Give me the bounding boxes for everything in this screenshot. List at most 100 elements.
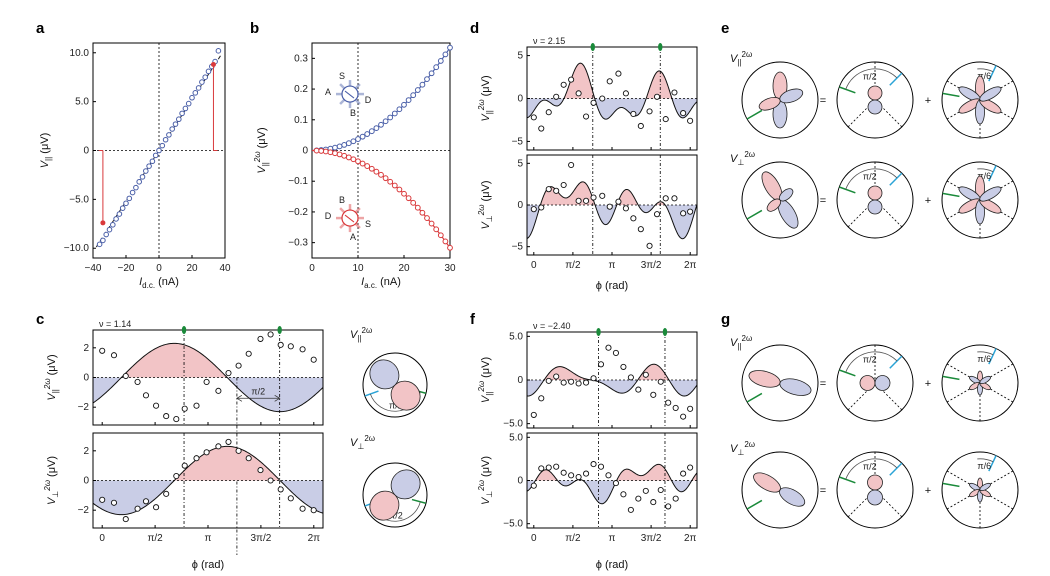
panel-c-top-point	[163, 413, 170, 420]
panel-f-letter: f	[470, 311, 476, 328]
panel-f-bot-point	[568, 472, 575, 479]
panel-f-top-chart: −5.0 0 5.0 ν = −2.40 V||2ω (μV)	[477, 321, 698, 430]
panel-d-top-point	[646, 108, 653, 115]
panel-f-top-point	[568, 378, 575, 385]
panel-f-bot-fit-curve	[527, 463, 697, 505]
panel-d-bot-point	[687, 208, 694, 215]
panel-e-perp-label: V⊥2ω	[730, 150, 755, 167]
panel-a-point	[106, 226, 113, 233]
panel-f-bot-point	[530, 482, 537, 489]
panel-c-top-ytick-label: 2	[83, 343, 89, 354]
panel-d-bot-point	[622, 205, 629, 212]
panel-b-point-red	[401, 190, 407, 197]
panel-b-point-red	[318, 148, 325, 154]
panel-f-top-point	[672, 404, 679, 411]
panel-a-point	[146, 163, 152, 169]
panel-f-bot-point	[642, 487, 649, 494]
panel-b-inset-top-label: A	[325, 87, 331, 97]
panel-g-perp-plus: +	[925, 485, 931, 497]
panel-g-par-sixfold-cyan-line	[988, 348, 997, 365]
panel-c-bot-point	[235, 447, 242, 454]
panel-b-point-red	[345, 154, 352, 161]
polar-diagrams-layer: π/2 π/2 V||2ω V⊥2ω = π/2 + π/6 V||2ω = π/2 + π/6 V⊥2ω…	[350, 50, 1019, 529]
panel-b-point-blue	[447, 44, 453, 51]
panel-b-point-red	[414, 204, 421, 211]
panel-b-point-red	[336, 151, 343, 158]
panel-e-perp-main-green-line	[746, 209, 763, 220]
panel-c-bot-point	[267, 477, 274, 484]
panel-f-bot-point	[650, 499, 657, 506]
panel-a-red-point	[100, 220, 106, 226]
panel-f-bot-point	[680, 470, 687, 477]
panel-b-ytick-label: 0.3	[294, 53, 308, 64]
panel-a-point	[189, 94, 195, 101]
panel-d-bot-point	[599, 192, 606, 199]
panel-b-inset-bottom-contact	[354, 207, 361, 214]
panel-b-ytick-label: −0.1	[288, 176, 308, 187]
panel-c-polar-bot: π/2	[362, 462, 428, 528]
panel-c-top-fit-curve	[93, 342, 323, 413]
panel-c-bot-point	[215, 443, 222, 450]
panel-a-point	[113, 216, 119, 222]
panel-d-top-fit-curve	[527, 62, 697, 120]
panel-d-top-point	[553, 93, 560, 100]
panel-c-bot-point	[310, 507, 317, 514]
panel-b-point-blue	[437, 58, 444, 64]
panel-f-bot-ytick-label: 5.0	[509, 432, 523, 443]
panel-b-inset-bottom-contact	[339, 207, 346, 214]
panel-b-xlabel: Ia.c. (nA)	[361, 276, 401, 290]
panel-e-perp-twofold-lobe	[867, 185, 883, 201]
panel-e-perp-sixfold-angle-label: π/6	[977, 171, 991, 181]
panel-b-point-red	[368, 165, 375, 172]
panel-b-point-red	[327, 149, 334, 156]
panel-f-top-nu-label: ν = −2.40	[533, 321, 571, 331]
panel-e-perp-main	[741, 161, 819, 239]
panel-b-ytick-label: 0.1	[294, 115, 308, 126]
panel-c-bot-chart: −2 0 2 0 π/2 π 3π/2 2π V⊥2ω (μV)	[43, 432, 324, 544]
panel-d-top-point	[583, 113, 590, 120]
panel-b-point-blue	[359, 133, 366, 140]
panel-b-point-blue	[433, 64, 440, 71]
panel-e-perp-twofold-angle-arc	[845, 168, 898, 190]
panel-g-perp-twofold: π/2	[836, 451, 914, 529]
panel-c-top-negative-fill	[93, 377, 323, 412]
panel-a-point	[169, 126, 175, 132]
panel-f-top-point	[627, 374, 634, 381]
panel-e-perp-plus: +	[925, 195, 931, 207]
panel-b-point-red	[405, 195, 412, 202]
panel-d-bot-point	[538, 204, 545, 211]
panel-f-bot-plot-area	[527, 433, 697, 528]
panel-f-bot-point	[575, 473, 582, 481]
panel-c-bot-point	[245, 455, 252, 462]
panel-c-top-green-marker	[181, 326, 187, 334]
panel-b-ytick-label: −0.2	[288, 207, 308, 218]
panel-a-ylabel: V|| (μV)	[39, 133, 53, 169]
panel-c-polar-top-cyan-line	[364, 390, 379, 397]
panel-b-inset-top-arrow	[344, 90, 355, 99]
panel-c-top-point	[99, 347, 106, 354]
panel-a-point	[152, 152, 159, 159]
panel-b-point-red	[437, 232, 444, 239]
panel-c-bot-ytick-label: 2	[83, 446, 89, 457]
panel-f-top-point	[620, 363, 627, 370]
panel-b-point-blue	[336, 143, 343, 150]
panel-f-top-ytick-label: −5.0	[503, 419, 523, 430]
panel-a-point	[205, 68, 212, 75]
panel-b-point-red	[350, 156, 357, 163]
panel-d-bot-point	[568, 161, 575, 169]
panel-b-inset-bottom: DB SA	[325, 195, 371, 242]
panel-d-top-point	[637, 122, 644, 130]
panel-c-top-point	[173, 416, 180, 423]
panel-f-top-point	[635, 386, 642, 393]
panel-a-ytick-label: 0	[83, 146, 89, 157]
panel-c-bot-xtick-label: 2π	[308, 533, 321, 544]
panel-b-point-red	[382, 175, 389, 182]
panel-b-point-blue	[405, 97, 412, 104]
panel-f-top-point	[538, 395, 545, 402]
panel-a-ytick-label: 5.0	[75, 97, 89, 108]
panel-d-bot-negative-fill	[527, 205, 697, 239]
panel-g-perp-equals: =	[820, 485, 826, 497]
panel-f-bot-point	[627, 506, 634, 513]
panel-d-top-green-marker	[590, 43, 595, 51]
